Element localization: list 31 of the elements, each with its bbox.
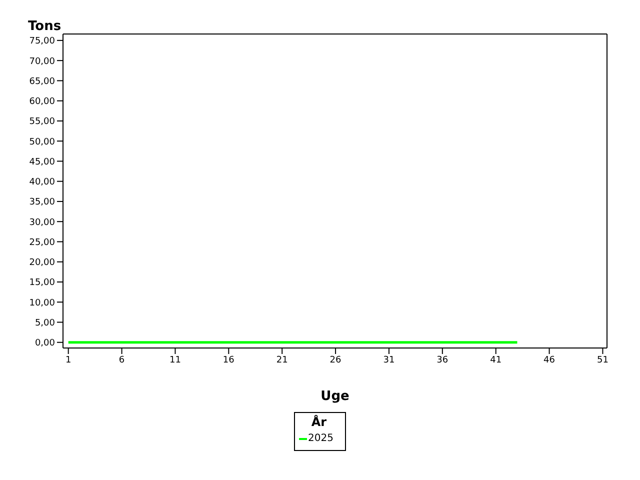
y-tick-label: 30,00 [29,218,56,228]
x-tick-label: 11 [169,355,181,366]
x-tick-label: 31 [383,355,395,366]
y-axis-title: Tons [28,19,62,34]
y-tick-label: 45,00 [29,157,56,168]
x-tick-label: 21 [276,355,288,366]
y-tick-label: 5,00 [34,318,56,328]
x-tick-label: 26 [330,355,342,366]
y-tick-label: 65,00 [29,76,56,87]
x-tick-label: 16 [222,355,235,366]
y-tick-label: 25,00 [29,238,56,248]
x-tick-label: 1 [65,355,72,366]
x-tick-label: 51 [597,355,608,366]
x-axis-title: Uge [320,389,350,404]
legend-title: År [310,415,328,429]
y-tick-label: 70,00 [29,56,56,67]
y-tick-label: 55,00 [29,117,56,128]
y-tick-label: 40,00 [29,178,56,188]
y-tick-label: 60,00 [29,97,56,108]
y-tick-label: 50,00 [29,137,56,148]
y-tick-label: 35,00 [29,198,56,208]
x-tick-label: 6 [118,355,125,366]
y-tick-label: 0,00 [34,338,56,349]
y-tick-label: 75,00 [29,36,56,47]
y-tick-label: 20,00 [29,258,56,268]
y-tick-label: 15,00 [29,278,56,288]
legend-label: 2025 [308,433,334,444]
x-tick-label: 46 [544,355,556,366]
x-tick-label: 41 [490,355,502,366]
x-tick-label: 36 [436,355,448,366]
y-tick-label: 10,00 [29,298,56,308]
